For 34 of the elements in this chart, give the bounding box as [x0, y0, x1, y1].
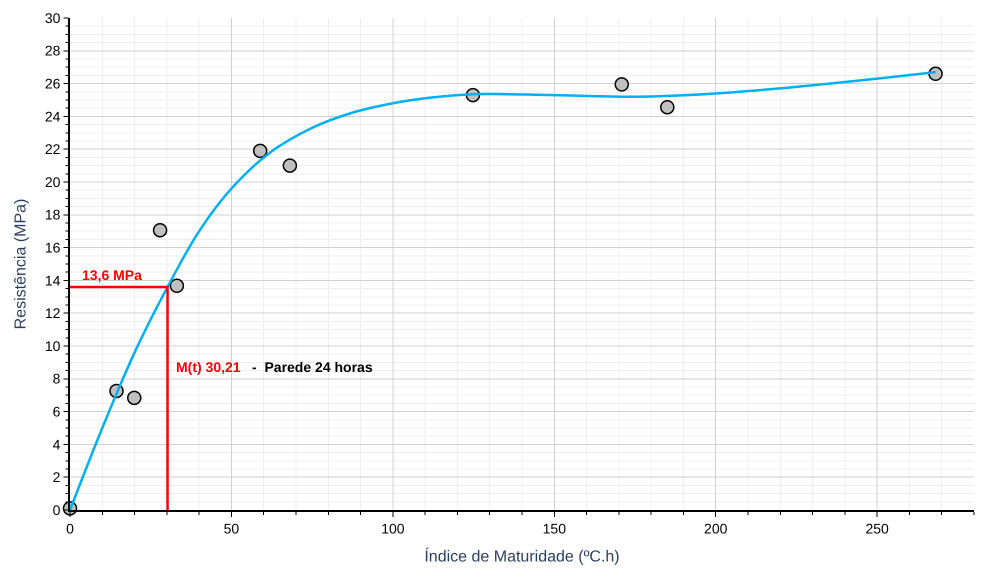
point — [282, 158, 298, 173]
point — [660, 100, 675, 114]
annotation: M(t) 30,21 — [176, 359, 241, 375]
y-tick-label: 2 — [52, 469, 61, 486]
y-tick-label: 20 — [44, 174, 61, 190]
y-tick-label: 8 — [52, 370, 61, 387]
y-tick-label: 4 — [52, 436, 61, 452]
x-tick-label: 150 — [542, 520, 566, 537]
point — [127, 390, 142, 406]
y-tick-label: 30 — [44, 10, 61, 26]
y-axis-title: Resistência (MPa) — [12, 198, 30, 330]
y-tick-label: 14 — [44, 272, 61, 288]
y-tick-label: 28 — [44, 42, 61, 59]
y-tick-label: 0 — [52, 502, 61, 518]
annotation: - Parede 24 horas — [252, 359, 373, 375]
y-tick-label: 10 — [44, 338, 61, 354]
y-tick-label: 24 — [44, 108, 61, 124]
point — [170, 278, 184, 294]
y-tick-label: 22 — [44, 141, 61, 158]
x-tick-label: 0 — [66, 520, 74, 537]
point — [614, 77, 630, 92]
x-tick-label: 100 — [381, 520, 405, 537]
point — [152, 222, 168, 238]
point — [252, 144, 268, 158]
x-tick-label: 250 — [865, 520, 890, 537]
x-tick-label: 200 — [704, 520, 728, 537]
y-tick-label: 18 — [44, 206, 61, 223]
annotation: 13,6 MPa — [82, 267, 142, 283]
y-tick-label: 6 — [52, 404, 61, 420]
x-axis-title: Índice de Maturidade (ºC.h) — [424, 548, 620, 566]
y-tick-label: 16 — [44, 240, 61, 256]
y-tick-label: 26 — [44, 76, 61, 92]
y-tick-label: 12 — [44, 305, 61, 322]
x-tick-label: 50 — [224, 520, 240, 537]
